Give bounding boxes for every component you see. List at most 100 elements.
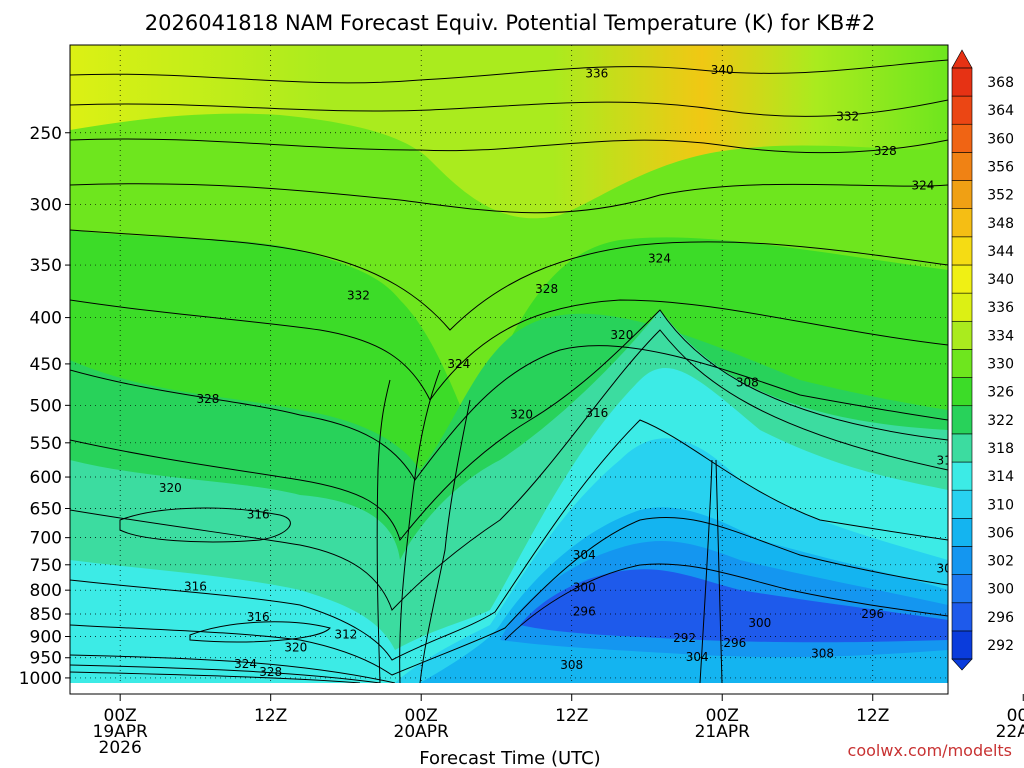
y-tick-label: 800 — [30, 581, 62, 601]
contour-label: 328 — [535, 282, 558, 296]
contour-label: 316 — [247, 508, 270, 522]
contour-label: 312 — [937, 453, 960, 467]
colorbar-swatch — [951, 518, 973, 547]
x-tick-label: 12Z — [555, 706, 588, 726]
colorbar-bottom-arrow — [951, 658, 973, 671]
colorbar-label: 348 — [987, 216, 1014, 232]
colorbar-label: 352 — [987, 188, 1014, 204]
y-tick-label: 750 — [30, 556, 62, 576]
colorbar-swatch — [951, 264, 973, 294]
colorbar-top-arrow — [951, 49, 973, 69]
contour-label: 292 — [673, 631, 696, 645]
colorbar-label: 300 — [987, 582, 1014, 598]
contour-label: 312 — [334, 627, 357, 641]
y-axis: 2503003504004505005506006507007508008509… — [19, 124, 70, 689]
colorbar-label: 292 — [987, 638, 1014, 654]
x-tick-label: 00Z — [1007, 706, 1024, 726]
contour-label: 332 — [836, 110, 859, 124]
colorbar-swatch — [951, 208, 973, 238]
contour-label: 320 — [159, 481, 182, 495]
y-tick-label: 350 — [30, 256, 62, 276]
plot-frame — [69, 44, 949, 695]
colorbar-label: 318 — [987, 441, 1014, 457]
y-tick-label: 850 — [30, 605, 62, 625]
colorbar-swatch — [951, 292, 973, 322]
y-tick-label: 700 — [30, 529, 62, 549]
colorbar-label: 322 — [987, 413, 1014, 429]
colorbar-label: 302 — [987, 554, 1014, 570]
y-tick-label: 450 — [30, 355, 62, 375]
colorbar-label: 356 — [987, 159, 1014, 175]
x-tick-label: 2026 — [99, 738, 142, 758]
contour-label: 296 — [861, 607, 884, 621]
colorbar-swatch — [951, 546, 973, 575]
colorbar-label: 364 — [987, 103, 1014, 119]
colorbar-swatch — [951, 377, 973, 407]
contour-label: 316 — [247, 610, 270, 624]
contour-label: 308 — [811, 647, 834, 661]
y-tick-label: 300 — [30, 195, 62, 215]
contour-label: 304 — [686, 650, 709, 664]
contour-label: 324 — [911, 179, 934, 193]
surface-band — [70, 683, 948, 694]
contour-label: 340 — [711, 63, 734, 77]
colorbar-swatch — [951, 405, 973, 435]
contour-label: 320 — [284, 640, 307, 654]
colorbar-swatch — [951, 123, 973, 153]
y-tick-label: 500 — [30, 396, 62, 416]
colorbar-swatch — [951, 236, 973, 266]
credit-link[interactable]: coolwx.com/modelts — [848, 741, 1012, 760]
x-tick-label: 12Z — [254, 706, 287, 726]
x-tick-label: 20APR — [394, 722, 450, 742]
x-tick-label: 00Z — [706, 706, 739, 726]
colorbar-swatch — [951, 67, 973, 97]
contour-label: 328 — [197, 392, 220, 406]
y-tick-label: 600 — [30, 468, 62, 488]
contour-label: 300 — [937, 561, 960, 575]
x-tick-label: 19APR — [93, 722, 149, 742]
colorbar-swatch — [951, 574, 973, 604]
contour-label: 328 — [874, 144, 897, 158]
y-tick-label: 900 — [30, 627, 62, 647]
colorbar-swatch — [951, 95, 973, 125]
colorbar-label: 310 — [987, 497, 1014, 513]
colorbar-swatch — [951, 489, 973, 519]
colorbar-label: 360 — [987, 131, 1014, 147]
y-tick-label: 400 — [30, 309, 62, 329]
x-tick-label: 21APR — [695, 722, 751, 742]
contour-label: 308 — [736, 376, 759, 390]
contour-lines — [70, 59, 948, 683]
y-tick-label: 550 — [30, 434, 62, 454]
contour-label: 324 — [234, 657, 257, 671]
colorbar-swatch — [951, 152, 973, 181]
colorbar-swatch — [951, 180, 973, 209]
contour-label: 332 — [347, 288, 370, 302]
x-tick-label: 12Z — [856, 706, 889, 726]
colorbar-label: 314 — [987, 469, 1014, 485]
x-tick-label: 00Z — [405, 706, 438, 726]
x-tick-label: 00Z — [104, 706, 137, 726]
colorbar-label: 336 — [987, 300, 1014, 316]
colorbar-label: 326 — [987, 385, 1014, 401]
y-tick-label: 250 — [30, 124, 62, 144]
colorbar-label: 334 — [987, 328, 1014, 344]
upper-field — [70, 45, 948, 219]
colorbar-swatch — [951, 461, 973, 491]
deep-blue-field — [520, 569, 948, 643]
colorbar-label: 330 — [987, 357, 1014, 373]
chart-title: 2026041818 NAM Forecast Equiv. Potential… — [145, 11, 875, 35]
contour-label: 300 — [573, 581, 596, 595]
low-cyan-field — [70, 650, 395, 683]
contour-label: 296 — [723, 636, 746, 650]
colorbar-swatch — [951, 320, 973, 350]
contour-label: 320 — [510, 408, 533, 422]
colorbar-swatch — [951, 602, 973, 632]
y-tick-label: 950 — [30, 649, 62, 669]
colorbar-label: 368 — [987, 75, 1014, 91]
contour-label: 324 — [648, 251, 671, 265]
contour-label: 300 — [748, 616, 771, 630]
contour-label: 316 — [184, 580, 207, 594]
